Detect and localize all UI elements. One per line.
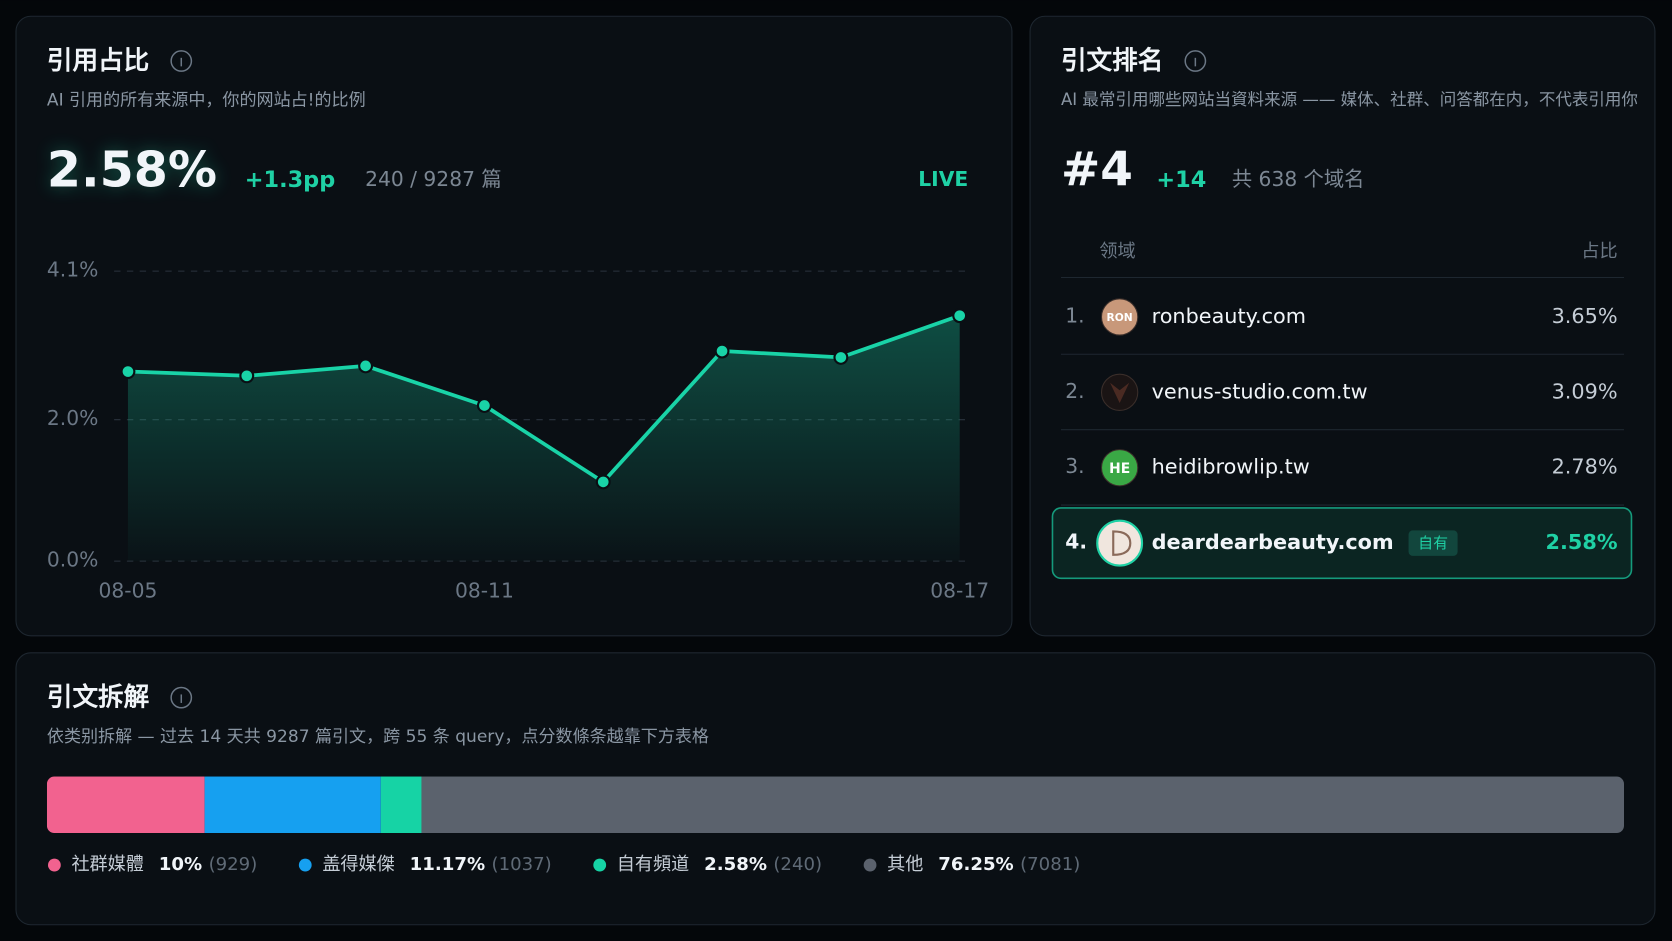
panel-title: 引文拆解 — [47, 682, 149, 713]
legend-name: 其他 — [887, 854, 923, 875]
share: 3.65% — [1552, 304, 1618, 328]
stacked-bar — [46, 776, 1625, 834]
own-row-highlight — [1051, 507, 1633, 580]
site-icon-text: RON — [1107, 311, 1133, 324]
legend-name: 自有頻道 — [617, 854, 689, 875]
bar-segment — [380, 776, 422, 834]
rank-change: +14 — [1156, 167, 1206, 193]
domain: deardearbeauty.com — [1152, 530, 1394, 554]
share: 2.58% — [1546, 530, 1618, 554]
point — [358, 358, 374, 374]
kpi-count: 240 / 9287 篇 — [365, 167, 502, 191]
ranking-panel — [1029, 15, 1656, 637]
info-icons — [170, 50, 1207, 709]
site-icon — [1100, 298, 1139, 336]
legend-count: (1037) — [492, 854, 552, 875]
kpi-glow: 2.58% — [47, 140, 217, 198]
line — [127, 313, 961, 484]
domain: ronbeauty.com — [1152, 304, 1306, 328]
legend-dot — [47, 858, 61, 872]
legend-value: 11.17% — [410, 854, 485, 875]
panel-subtitle: AI 最常引用哪些网站当資料来源 —— 媒体、社群、问答都在内，不代表引用你 — [1061, 90, 1638, 109]
rank-value: #4 — [1061, 142, 1133, 197]
legend-name: 社群媒體 — [71, 854, 143, 875]
rank-number: 2. — [1065, 379, 1084, 403]
legend-dot — [863, 858, 877, 872]
legend-count: (240) — [773, 854, 822, 875]
site-logo — [1112, 530, 1132, 556]
site-icon-text: HE — [1109, 461, 1130, 477]
own-tag: 自有 — [1418, 534, 1448, 552]
legend-value: 2.58% — [704, 854, 767, 875]
bar-segment — [421, 776, 1625, 834]
point — [952, 308, 968, 324]
point — [120, 364, 136, 380]
rank-number: 4. — [1065, 530, 1087, 554]
kpi-change: +1.3pp — [245, 167, 335, 193]
legend-name: 盖得媒傑 — [322, 854, 394, 875]
x-tick-label: 08-05 — [99, 579, 158, 603]
site-logo — [1110, 382, 1130, 404]
panel-subtitle: AI 引用的所有来源中，你的网站占!的比例 — [47, 90, 366, 110]
domain: venus-studio.com.tw — [1152, 379, 1368, 403]
legend-dot — [298, 858, 312, 872]
column-header: 领域 — [1099, 241, 1135, 262]
kpi-value: 2.58% — [47, 140, 217, 198]
panel-title: 引用占比 — [47, 46, 149, 76]
column-header: 占比 — [1581, 241, 1617, 262]
legend-count: (7081) — [1020, 854, 1080, 875]
legend-dot — [593, 858, 607, 872]
bar-segment — [204, 776, 381, 834]
rank-number: 3. — [1065, 454, 1084, 478]
y-tick-label: 2.0% — [47, 406, 98, 430]
legend-count: (929) — [209, 854, 258, 875]
legend-value: 76.25% — [938, 854, 1013, 875]
bar-segment — [46, 776, 205, 834]
point — [595, 474, 611, 490]
rank-total: 共 638 个域名 — [1232, 167, 1365, 191]
point — [833, 349, 849, 365]
site-icon — [1100, 449, 1139, 487]
rank-number: 1. — [1065, 303, 1084, 327]
site-icon — [1096, 519, 1144, 567]
share: 3.09% — [1552, 379, 1618, 403]
own-tag-bg — [1408, 530, 1458, 556]
point — [239, 368, 255, 384]
area — [127, 315, 960, 562]
domain: heidibrowlip.tw — [1152, 455, 1310, 479]
point — [714, 343, 730, 359]
panel-subtitle: 依类别拆解 — 过去 14 天共 9287 篇引文，跨 55 条 query，点… — [47, 727, 709, 747]
x-tick-label: 08-11 — [455, 579, 514, 603]
y-tick-label: 0.0% — [47, 548, 98, 572]
y-tick-label: 4.1% — [47, 258, 98, 282]
share: 2.78% — [1552, 455, 1618, 479]
live-badge: LIVE — [918, 167, 968, 191]
panel-title: 引文排名 — [1061, 45, 1163, 76]
legend-value: 10% — [159, 854, 202, 875]
x-tick-label: 08-17 — [930, 579, 989, 603]
point — [476, 398, 492, 413]
